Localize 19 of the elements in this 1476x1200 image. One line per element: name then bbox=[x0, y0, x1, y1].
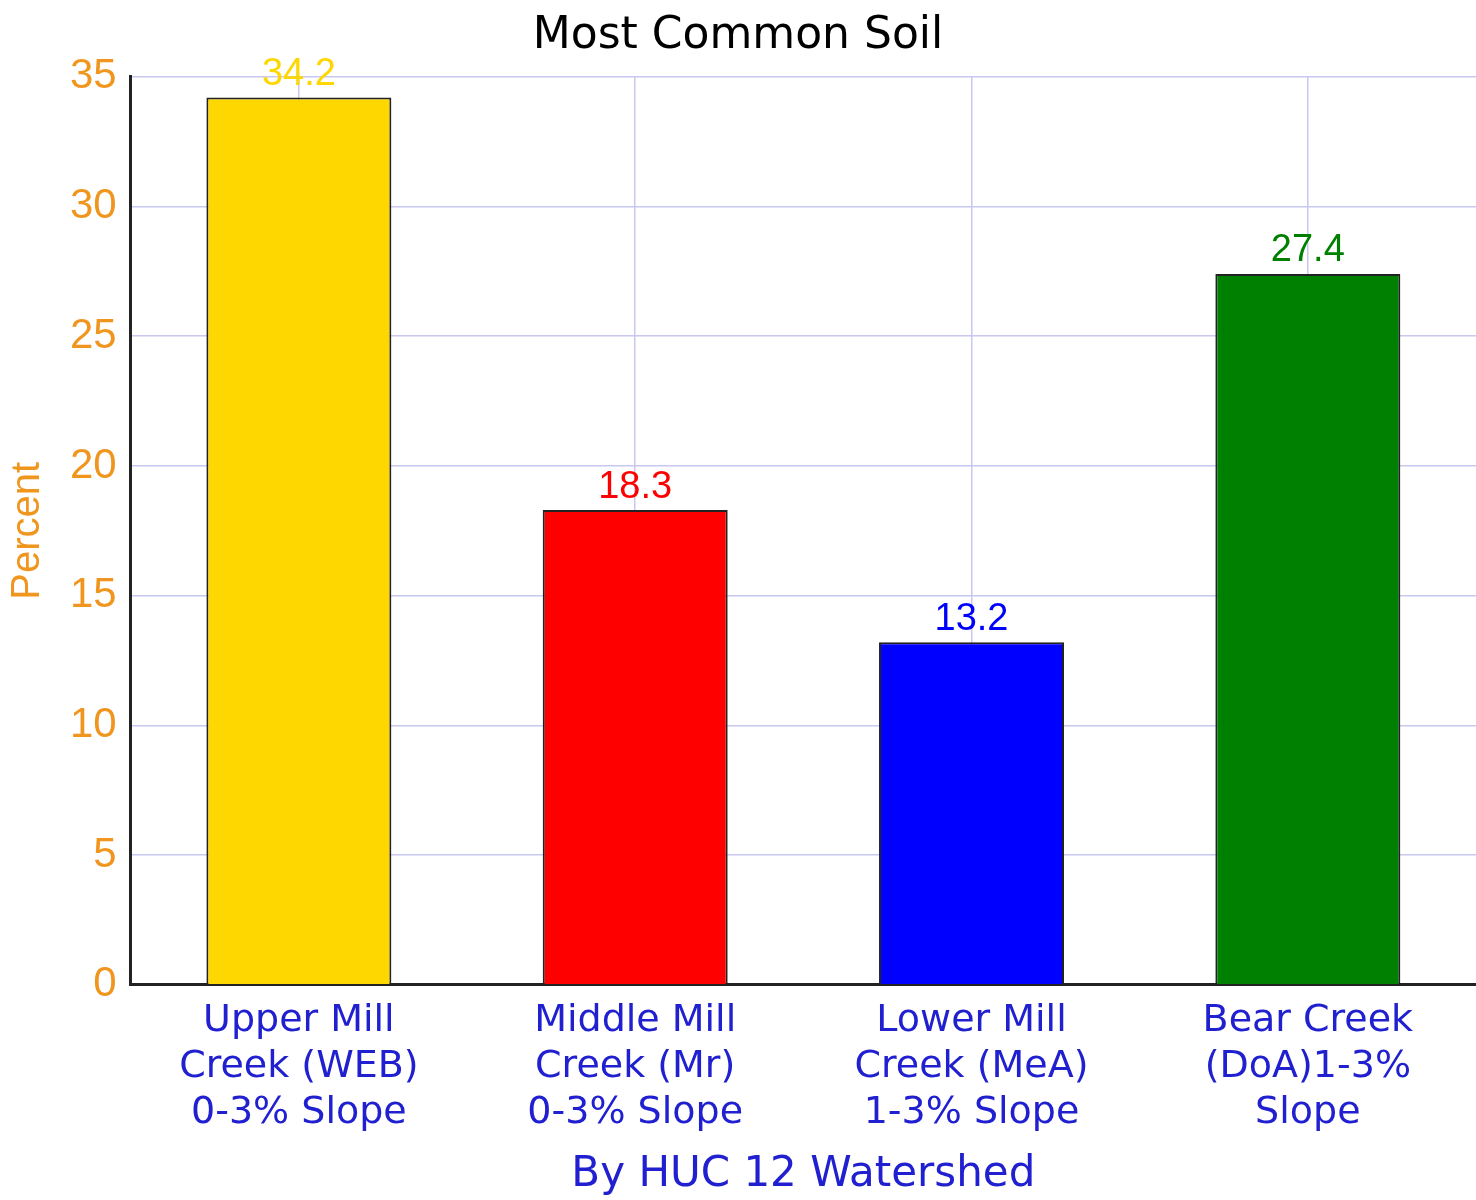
x-tick-label: Bear Creek (DoA)1-3% Slope bbox=[1202, 996, 1414, 1132]
data-label: 34.2 bbox=[261, 51, 336, 94]
y-tick-label: 25 bbox=[70, 309, 117, 357]
data-label: 13.2 bbox=[934, 595, 1009, 638]
y-tick-label: 30 bbox=[70, 180, 117, 228]
x-tick-label: Middle Mill Creek (Mr) 0-3% Slope bbox=[527, 996, 744, 1132]
x-axis-title: By HUC 12 Watershed bbox=[571, 1146, 1036, 1196]
y-tick-label: 0 bbox=[93, 958, 117, 1006]
y-tick-label: 10 bbox=[70, 698, 117, 746]
y-tick-label: 35 bbox=[70, 50, 117, 98]
y-axis-title: Percent bbox=[3, 461, 48, 600]
data-label: 27.4 bbox=[1270, 227, 1345, 270]
y-tick-label: 15 bbox=[70, 569, 117, 617]
x-tick-label: Lower Mill Creek (MeA) 1-3% Slope bbox=[854, 996, 1089, 1132]
x-tick-label: Upper Mill Creek (WEB) 0-3% Slope bbox=[179, 996, 419, 1132]
y-tick-label: 5 bbox=[93, 828, 117, 876]
chart-title: Most Common Soil bbox=[532, 6, 944, 58]
y-tick-label: 20 bbox=[70, 439, 117, 487]
data-label: 18.3 bbox=[598, 463, 673, 506]
